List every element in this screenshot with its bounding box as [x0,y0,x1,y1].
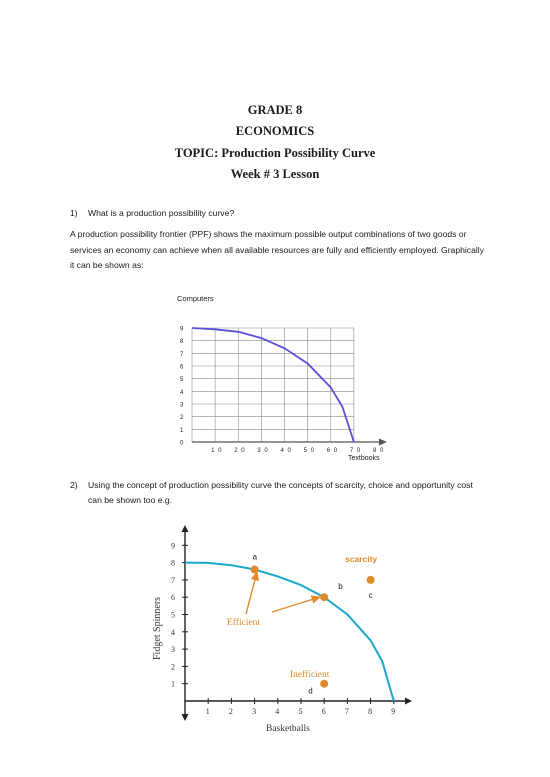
point-label-a: a [253,553,258,562]
point-b [320,593,329,602]
question-2-number: 2) [70,480,78,490]
topic-heading: TOPIC: Production Possibility Curve [174,146,376,160]
chart1-ppf-curve [191,327,355,443]
chart1-y-tick-label: 6 [180,365,184,371]
chart1-y-tick-label: 0 [180,441,184,447]
chart2-x-tick-label: 1 [206,707,210,716]
chart2-y-tick-label: 7 [171,576,175,585]
chart1-x-tick-label: 7 0 [350,448,361,454]
inefficient-label: Inefficient [290,669,330,680]
point-d [320,679,329,688]
chart1-x-tick-label: 6 0 [327,448,338,454]
chart1-x-tick-label: 3 0 [257,448,268,454]
chart2-ppf-curve [184,561,395,702]
chart2-x-tick-label: 2 [229,707,233,716]
efficient-label: Efficient [227,617,260,628]
ppf-chart-spinners-basketballs: 1 2 3 4 5 6 7 8 9 1 2 3 4 5 6 7 8 9 a b c d scarcity Effici… [152,525,412,734]
chart1-ylabel: Computers [177,294,214,303]
chart1-x-tick-label: 8 0 [373,448,384,454]
week-heading: Week # 3 Lesson [230,167,320,181]
chart2-y-tick-label: 6 [171,593,175,602]
chart1-y-tick-label: 4 [180,390,184,396]
question-2-text: Using the concept of production possibil… [88,480,473,505]
question-1-text: What is a production possibility curve? [88,208,235,218]
chart2-y-axis-arrow-up [181,525,189,532]
chart2-y-axis-arrow-down [181,714,189,721]
chart2-y-tick-label: 8 [171,559,175,568]
chart1-x-tick-label: 5 0 [304,448,315,454]
chart1-x-tick-label: 4 0 [281,448,292,454]
chart2-y-tick-label: 5 [171,611,175,620]
chart2-x-tick-label: 7 [345,707,349,716]
chart1-y-tick-label: 3 [180,403,184,409]
chart1-y-tick-label: 2 [180,415,184,421]
chart2-x-tick-label: 3 [252,707,256,716]
ppf-chart-computers-textbooks: Computers 0 1 2 3 4 5 6 7 8 9 1 0 2 0 3 0 4 0 5 0 6 0 7… [177,294,387,462]
chart2-xlabel: Basketballs [266,724,310,734]
chart2-y-tick-label: 2 [171,662,175,671]
efficient-arrow-to-a [245,570,259,615]
point-label-b: b [338,582,343,591]
chart2-x-tick-label: 6 [322,707,326,716]
chart2-y-tick-label: 1 [171,680,175,689]
point-label-d: d [308,687,312,696]
chart1-y-tick-label: 9 [180,327,184,333]
chart2-y-tick-label: 4 [171,628,175,637]
chart2-x-tick-label: 5 [299,707,303,716]
chart1-y-tick-label: 5 [180,377,184,383]
question-1-number: 1) [70,208,78,218]
subject-heading: ECONOMICS [235,124,315,138]
chart2-x-tick-label: 4 [275,707,279,716]
chart2-ylabel: Fidget Spinners [152,597,163,660]
chart1-x-tick-label: 2 0 [234,448,245,454]
chart1-x-tick-label: 1 0 [211,448,222,454]
grade-heading: GRADE 8 [247,103,303,117]
efficient-arrow-to-b [271,595,322,613]
ppf-definition-paragraph: A production possibility frontier (PPF) … [70,229,484,270]
chart2-x-tick-label: 8 [368,707,372,716]
chart2-y-tick-label: 3 [171,645,175,654]
chart2-x-axis-arrow [405,697,412,705]
chart1-y-tick-label: 8 [180,339,184,345]
chart1-y-tick-label: 7 [180,352,184,358]
scarcity-label: scarcity [345,554,377,564]
chart2-y-tick-label: 9 [171,541,175,550]
point-label-c: c [369,591,373,600]
chart1-y-tick-label: 1 [180,428,184,434]
chart1-x-axis-arrow [379,438,387,446]
chart1-xlabel: Textbooks [348,455,380,462]
chart2-x-tick-label: 9 [391,707,395,716]
point-c [366,575,375,584]
